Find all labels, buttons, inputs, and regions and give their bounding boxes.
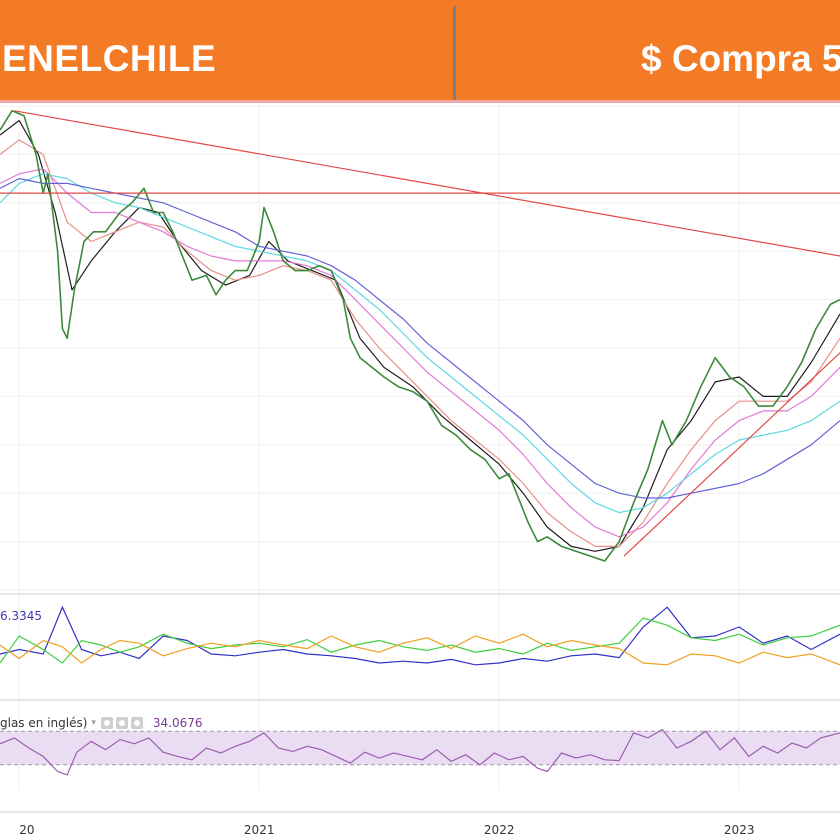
resistance-diagonal-trendline [14, 110, 840, 257]
x-axis-ticks: 20 2021 2022 2023 [19, 823, 754, 837]
ma_magenta-line [0, 168, 840, 538]
title-banner: ENELCHILE $ Compra 5 [0, 0, 840, 100]
grid [0, 105, 840, 790]
price-line [0, 110, 840, 562]
x-tick-label: 2023 [724, 823, 755, 837]
support-diagonal-trendline [623, 352, 840, 557]
trendlines [0, 110, 840, 557]
x-tick-label: 2021 [244, 823, 275, 837]
banner-divider [453, 6, 456, 100]
x-tick-label: 20 [19, 823, 34, 837]
ma_blue-line [0, 178, 840, 499]
banner-rule [0, 100, 840, 103]
eye-icon[interactable] [100, 717, 113, 729]
oscillator-value-label: 6.3345 [0, 609, 42, 623]
rsi-legend: glas en inglés) ▾ 34.0676 [0, 716, 203, 730]
chevron-down-icon[interactable]: ▾ [91, 718, 96, 728]
rsi-name-label: glas en inglés) [0, 716, 88, 730]
price-series [0, 110, 840, 562]
panel-borders [0, 593, 840, 813]
close-icon[interactable] [130, 717, 143, 729]
rsi-series-line [0, 728, 840, 776]
oscillator-lines [0, 605, 840, 666]
osc-green-line [0, 617, 840, 664]
x-tick-label: 2022 [484, 823, 515, 837]
osc-orange-line [0, 633, 840, 666]
ticker-title: ENELCHILE [2, 38, 217, 79]
settings-icon[interactable] [115, 717, 128, 729]
ma_cyan-line [0, 173, 840, 514]
ma_salmon-line [0, 139, 840, 547]
rsi-line [0, 728, 840, 776]
moving-averages [0, 119, 840, 552]
rsi-value-label: 34.0676 [152, 716, 203, 730]
recommendation-label: $ Compra 5 [641, 38, 840, 79]
